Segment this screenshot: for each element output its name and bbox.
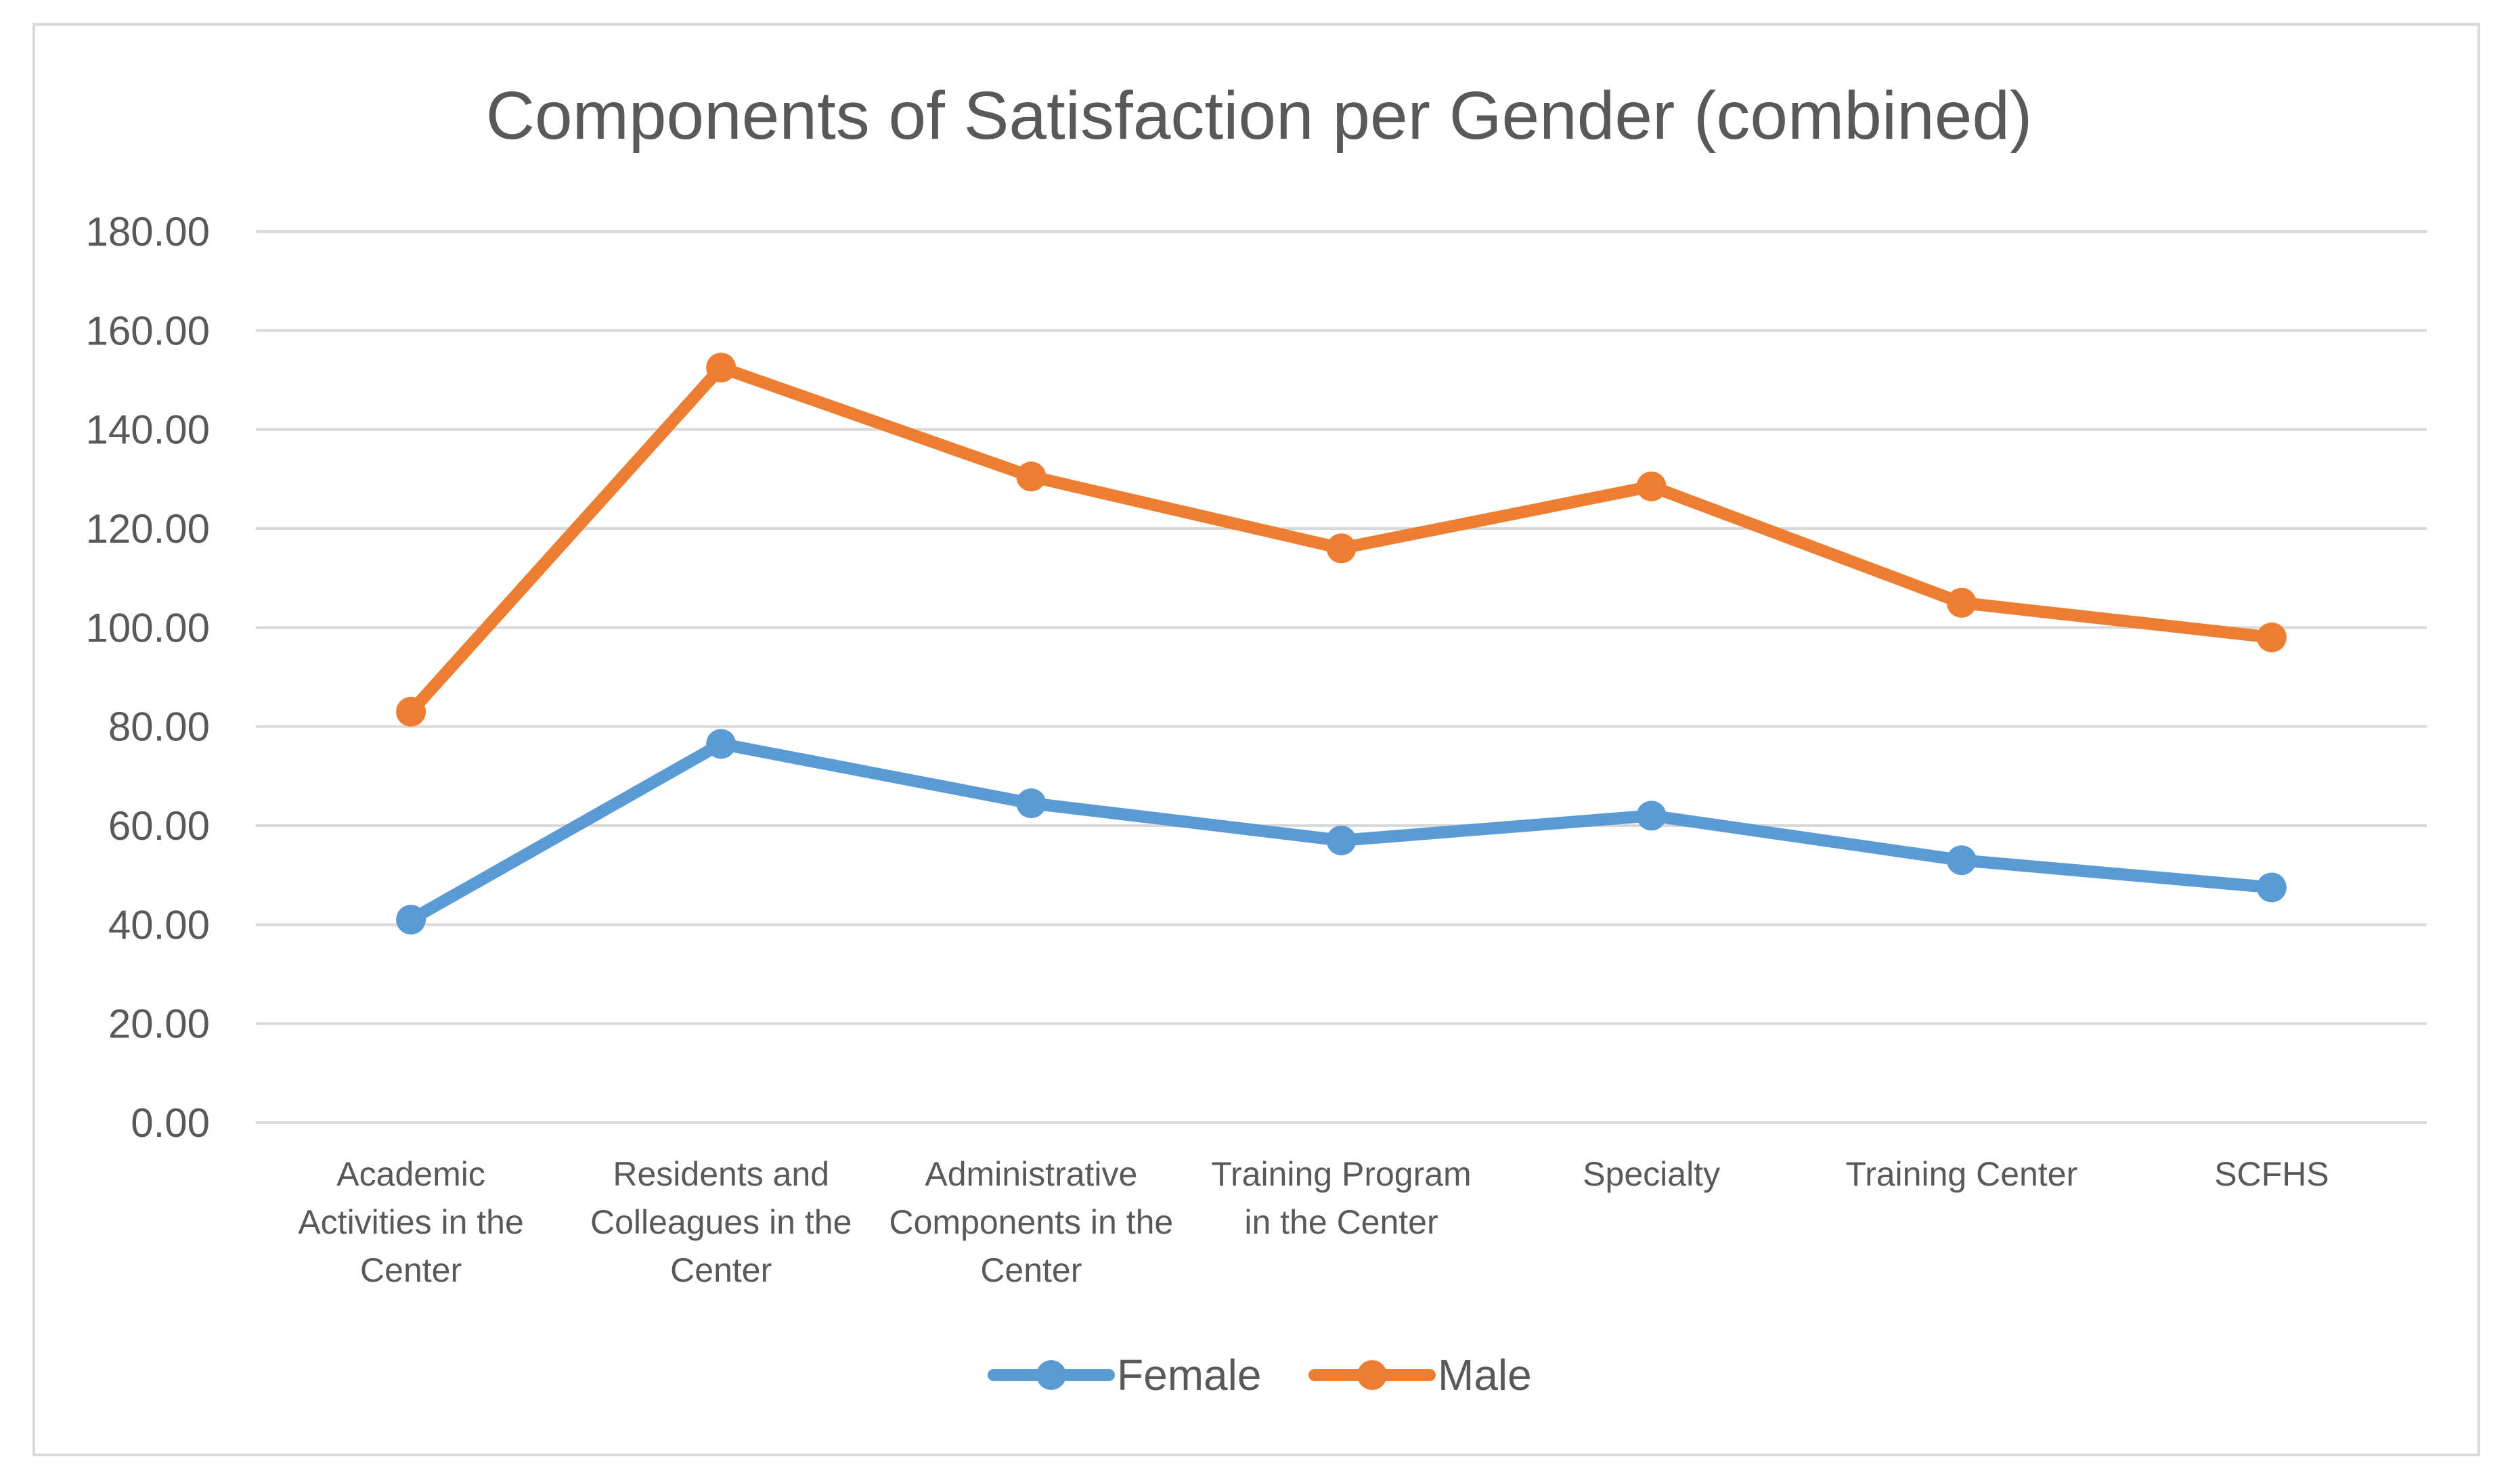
y-tick-label: 20.00 bbox=[108, 1002, 210, 1047]
x-category-label: Training Center bbox=[1845, 1155, 2077, 1193]
x-category-label: Academic Activities in the Center bbox=[298, 1155, 523, 1289]
legend-marker bbox=[1357, 1360, 1387, 1390]
x-category-label: SCFHS bbox=[2214, 1155, 2329, 1193]
data-point bbox=[1636, 471, 1667, 501]
x-axis-categories: Academic Activities in the Center Residents… bbox=[298, 1155, 2329, 1289]
data-point bbox=[1326, 533, 1357, 564]
data-point bbox=[2256, 872, 2287, 903]
chart-frame bbox=[32, 23, 2480, 1456]
series-female bbox=[396, 729, 2287, 935]
data-point bbox=[1946, 845, 1977, 876]
data-point bbox=[2256, 622, 2287, 652]
data-point bbox=[1016, 462, 1047, 492]
y-tick-label: 140.00 bbox=[85, 407, 210, 453]
y-tick-label: 180.00 bbox=[85, 209, 210, 254]
x-category-label: Residents and Colleagues in the Center bbox=[590, 1155, 852, 1289]
legend-label: Male bbox=[1438, 1351, 1532, 1399]
y-axis-ticks: 0.00 20.00 40.00 60.00 80.00 100.00 120.00 140.… bbox=[85, 209, 210, 1146]
data-point bbox=[396, 905, 426, 935]
chart-title: Components of Satisfaction per Gender (c… bbox=[486, 78, 2033, 154]
y-tick-label: 100.00 bbox=[85, 605, 210, 650]
gridlines bbox=[256, 230, 2427, 1124]
y-tick-label: 80.00 bbox=[108, 704, 210, 750]
x-category-label: Training Program in the Center bbox=[1211, 1155, 1471, 1241]
legend-item-female: Female bbox=[988, 1351, 1261, 1399]
legend: Female Male bbox=[988, 1351, 1532, 1399]
legend-marker bbox=[1036, 1360, 1066, 1390]
y-tick-label: 40.00 bbox=[108, 902, 210, 947]
series-male bbox=[396, 353, 2287, 727]
data-point bbox=[1636, 801, 1667, 831]
x-category-label: Specialty bbox=[1583, 1155, 1720, 1193]
y-tick-label: 0.00 bbox=[131, 1100, 210, 1146]
series-lines bbox=[396, 353, 2287, 935]
data-point bbox=[1016, 788, 1047, 819]
y-tick-label: 120.00 bbox=[85, 506, 210, 552]
data-point bbox=[396, 696, 426, 727]
data-point bbox=[1946, 587, 1977, 618]
data-point bbox=[1326, 825, 1357, 855]
legend-item-male: Male bbox=[1308, 1351, 1532, 1399]
data-point bbox=[706, 353, 736, 383]
y-tick-label: 160.00 bbox=[85, 308, 210, 353]
y-tick-label: 60.00 bbox=[108, 803, 210, 849]
data-point bbox=[706, 729, 736, 759]
legend-label: Female bbox=[1117, 1351, 1261, 1399]
x-category-label: Administrative Components in the Center bbox=[889, 1155, 1174, 1289]
